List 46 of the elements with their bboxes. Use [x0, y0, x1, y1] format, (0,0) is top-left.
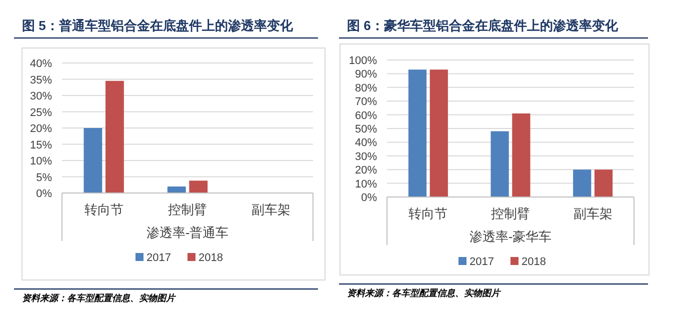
- x-tick-label: 控制臂: [168, 202, 207, 217]
- bar: [430, 70, 448, 197]
- x-tick-label: 转向节: [408, 206, 448, 221]
- y-tick-label: 35%: [30, 74, 52, 86]
- bar: [106, 80, 124, 193]
- y-tick-label: 20%: [30, 123, 52, 135]
- chart-title: 图 5：普通车型铝合金在底盘件上的渗透率变化: [22, 18, 294, 33]
- x-axis-title: 渗透率-豪华车: [469, 229, 552, 244]
- legend-label: 2018: [198, 252, 223, 264]
- y-tick-label: 30%: [354, 150, 378, 163]
- y-tick-label: 80%: [354, 82, 378, 94]
- y-tick-label: 90%: [354, 68, 378, 81]
- bar: [490, 131, 509, 197]
- legend-label: 2018: [522, 256, 546, 268]
- x-tick-label: 转向节: [84, 202, 124, 217]
- y-tick-label: 5%: [36, 172, 52, 184]
- y-tick-label: 30%: [30, 90, 52, 102]
- y-tick-label: 40%: [30, 58, 52, 70]
- y-tick-label: 40%: [354, 137, 378, 150]
- y-tick-label: 70%: [354, 96, 378, 108]
- y-tick-label: 100%: [348, 55, 378, 67]
- chart-title: 图 6：豪华车型铝合金在底盘件上的渗透率变化: [347, 18, 619, 33]
- x-axis-title: 渗透率-普通车: [146, 225, 229, 240]
- y-tick-label: 0%: [361, 192, 378, 204]
- text: 资料来源：各车型配置信息、实物图片: [347, 288, 502, 298]
- bar: [189, 180, 208, 193]
- y-tick-label: 15%: [30, 139, 52, 152]
- y-tick-label: 0%: [36, 188, 52, 200]
- y-tick-label: 20%: [354, 164, 378, 177]
- y-tick-label: 60%: [354, 110, 378, 122]
- bar: [512, 113, 530, 197]
- bar: [573, 170, 592, 197]
- bar: [84, 128, 102, 193]
- bar: [167, 186, 186, 193]
- x-tick-label: 副车架: [252, 202, 291, 217]
- x-tick-label: 副车架: [573, 206, 612, 221]
- y-tick-label: 10%: [354, 178, 378, 190]
- y-tick-label: 10%: [30, 156, 52, 168]
- text: 资料来源：各车型配置信息、实物图片: [22, 293, 177, 303]
- y-tick-label: 50%: [354, 124, 378, 136]
- legend-label: 2017: [146, 252, 171, 264]
- bar: [408, 70, 427, 197]
- x-tick-label: 控制臂: [491, 206, 530, 221]
- legend-label: 2017: [470, 256, 494, 268]
- y-tick-label: 25%: [30, 106, 52, 119]
- bar: [594, 170, 613, 197]
